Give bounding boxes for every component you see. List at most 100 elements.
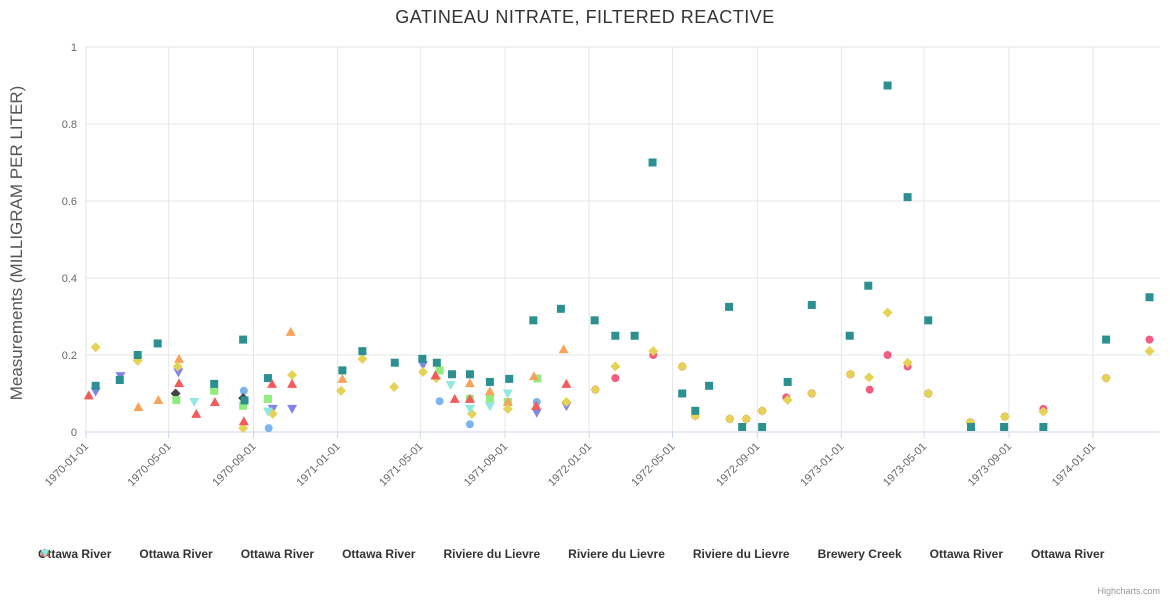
data-point[interactable] — [882, 307, 893, 318]
data-point[interactable] — [133, 401, 144, 411]
data-point[interactable] — [90, 387, 101, 397]
data-point[interactable] — [263, 374, 272, 383]
data-point[interactable] — [648, 346, 659, 357]
data-point[interactable] — [531, 408, 542, 418]
data-point[interactable] — [464, 393, 475, 403]
data-point[interactable] — [445, 381, 456, 391]
data-point[interactable] — [264, 424, 273, 433]
data-point[interactable] — [435, 397, 444, 406]
data-point[interactable] — [529, 316, 538, 325]
data-point[interactable] — [239, 386, 248, 395]
legend-item-4-riviere-du-lievre[interactable]: Riviere du Lievre — [40, 547, 540, 561]
legend-item-9-ottawa-river[interactable]: Ottawa River — [40, 547, 1104, 561]
data-point[interactable] — [782, 395, 793, 406]
data-point[interactable] — [464, 378, 475, 388]
data-point[interactable] — [611, 374, 620, 383]
data-point[interactable] — [845, 331, 854, 340]
data-point[interactable] — [285, 326, 296, 336]
data-point[interactable] — [845, 369, 856, 380]
data-point[interactable] — [447, 370, 456, 379]
data-point[interactable] — [757, 405, 768, 416]
data-point[interactable] — [465, 370, 474, 379]
data-point[interactable] — [133, 351, 142, 359]
data-point[interactable] — [883, 81, 892, 90]
data-point[interactable] — [262, 407, 273, 417]
data-point[interactable] — [484, 386, 495, 396]
data-point[interactable] — [418, 354, 427, 363]
data-point[interactable] — [1000, 422, 1009, 431]
data-point[interactable] — [170, 388, 181, 399]
legend-item-6-riviere-du-lievre[interactable]: Riviere du Lievre — [40, 547, 790, 561]
data-point[interactable] — [390, 358, 399, 367]
data-point[interactable] — [923, 388, 934, 399]
data-point[interactable] — [336, 385, 347, 396]
data-point[interactable] — [464, 404, 475, 414]
data-point[interactable] — [173, 368, 184, 378]
data-point[interactable] — [691, 406, 700, 415]
data-point[interactable] — [337, 373, 348, 383]
data-point[interactable] — [1101, 373, 1112, 384]
data-point[interactable] — [611, 331, 620, 340]
data-point[interactable] — [153, 339, 162, 348]
legend-item-2-ottawa-river[interactable]: Ottawa River — [41, 547, 314, 561]
data-point[interactable] — [287, 404, 298, 414]
data-point[interactable] — [1039, 422, 1048, 431]
data-point[interactable] — [418, 366, 429, 377]
data-point[interactable] — [590, 384, 601, 395]
legend-item-3-ottawa-river[interactable]: Ottawa River — [40, 547, 415, 561]
data-point[interactable] — [864, 281, 873, 290]
legend-item-7-brewery-creek[interactable]: Brewery Creek — [41, 547, 902, 561]
data-point[interactable] — [91, 381, 100, 390]
highcharts-credit[interactable]: Highcharts.com — [1097, 586, 1160, 596]
legend-item-1-ottawa-river[interactable]: Ottawa River — [40, 547, 213, 561]
data-point[interactable] — [531, 400, 542, 410]
data-point[interactable] — [1102, 335, 1111, 344]
data-point[interactable] — [191, 408, 202, 418]
data-point[interactable] — [209, 396, 220, 406]
data-point[interactable] — [502, 389, 513, 399]
data-point[interactable] — [677, 361, 688, 372]
data-point[interactable] — [738, 422, 747, 431]
data-point[interactable] — [1145, 335, 1154, 344]
data-point[interactable] — [630, 331, 639, 340]
data-point[interactable] — [505, 374, 514, 383]
data-point[interactable] — [1038, 406, 1049, 417]
data-point[interactable] — [263, 394, 272, 403]
data-point[interactable] — [1145, 293, 1154, 302]
data-point[interactable] — [418, 361, 429, 371]
data-point[interactable] — [267, 378, 278, 388]
data-point[interactable] — [610, 361, 621, 372]
data-point[interactable] — [502, 403, 513, 414]
data-point[interactable] — [967, 422, 976, 431]
data-point[interactable] — [239, 335, 248, 344]
data-point[interactable] — [449, 393, 460, 403]
data-point[interactable] — [430, 370, 441, 380]
data-point[interactable] — [924, 316, 933, 325]
data-point[interactable] — [210, 379, 219, 388]
legend-item-8-ottawa-river[interactable]: Ottawa River — [40, 547, 1003, 561]
data-point[interactable] — [903, 193, 912, 202]
data-point[interactable] — [590, 316, 599, 325]
data-point[interactable] — [902, 357, 913, 368]
data-point[interactable] — [358, 347, 367, 356]
data-point[interactable] — [115, 376, 124, 385]
data-point[interactable] — [287, 378, 298, 388]
data-point[interactable] — [705, 381, 714, 390]
data-point[interactable] — [863, 372, 874, 383]
data-point[interactable] — [240, 396, 249, 405]
data-point[interactable] — [238, 423, 249, 434]
data-point[interactable] — [238, 416, 249, 426]
data-point[interactable] — [725, 302, 734, 311]
data-point[interactable] — [484, 402, 495, 412]
data-point[interactable] — [389, 381, 400, 392]
data-point[interactable] — [883, 351, 892, 359]
data-point[interactable] — [806, 388, 817, 399]
data-point[interactable] — [529, 371, 540, 381]
data-point[interactable] — [357, 353, 368, 364]
data-point[interactable] — [189, 397, 200, 407]
data-point[interactable] — [556, 304, 565, 313]
data-point[interactable] — [485, 377, 494, 386]
data-point[interactable] — [758, 422, 767, 431]
legend-item-5-riviere-du-lievre[interactable]: Riviere du Lievre — [41, 547, 665, 561]
data-point[interactable] — [648, 158, 657, 167]
